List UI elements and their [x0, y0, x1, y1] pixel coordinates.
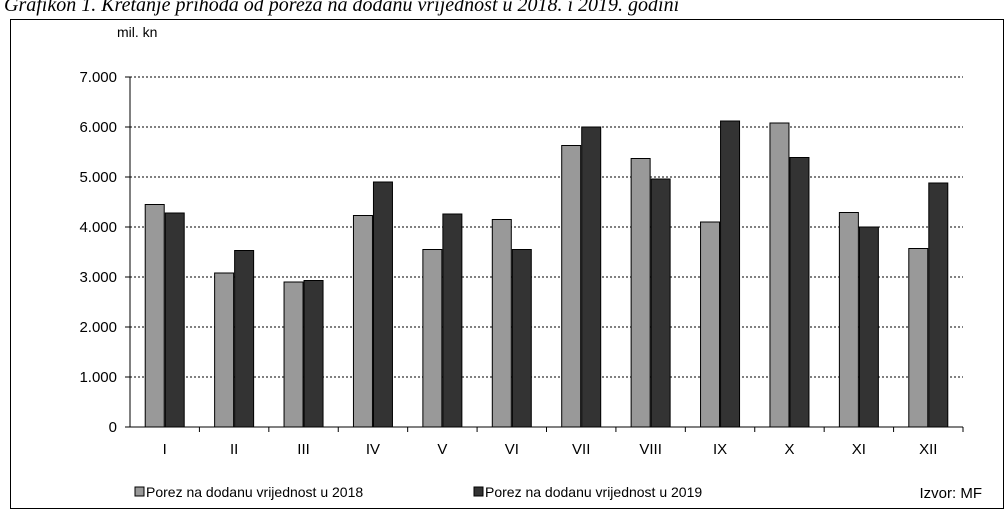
- bar-XII-2019: [928, 182, 949, 428]
- bar-VIII-2018: [630, 158, 651, 428]
- bar-V-2019: [442, 213, 463, 428]
- bar-VII-2019: [581, 126, 602, 428]
- y-tick-label: 5.000: [79, 169, 117, 186]
- y-tick-label: 3.000: [79, 269, 117, 286]
- legend-swatch-2019: [473, 486, 484, 497]
- y-tick-label: 1.000: [79, 369, 117, 386]
- bar-II-2018: [214, 272, 235, 428]
- x-tick-label: XI: [852, 441, 866, 458]
- bar-XI-2018: [838, 212, 859, 428]
- legend: Porez na dodanu vrijednost u 2018 Porez …: [134, 484, 702, 500]
- bar-IX-2018: [700, 221, 721, 428]
- bar-VII-2018: [561, 145, 582, 428]
- bar-IV-2018: [352, 215, 373, 428]
- bar-I-2019: [164, 212, 185, 428]
- bar-XI-2019: [858, 226, 879, 428]
- x-tick-label: V: [437, 441, 447, 458]
- x-tick-label: X: [784, 441, 794, 458]
- legend-label-2018: Porez na dodanu vrijednost u 2018: [146, 484, 363, 500]
- x-tick-label: VI: [505, 441, 519, 458]
- y-tick-label: 6.000: [79, 119, 117, 136]
- unit-label: mil. kn: [117, 24, 157, 40]
- bar-V-2018: [422, 249, 443, 428]
- bar-VI-2019: [511, 249, 532, 428]
- bar-VIII-2019: [650, 178, 671, 428]
- y-tick-label: 2.000: [79, 319, 117, 336]
- x-tick-labels: I II III IV V VI VII VIII IX X XI XII: [163, 427, 964, 458]
- axes: [129, 77, 963, 428]
- bar-X-2018: [769, 122, 790, 428]
- bar-VI-2018: [491, 219, 512, 428]
- legend-label-2019: Porez na dodanu vrijednost u 2019: [485, 484, 702, 500]
- x-tick-label: III: [297, 441, 310, 458]
- chart-frame: [10, 19, 1004, 509]
- bar-XII-2018: [908, 248, 929, 428]
- x-tick-label: IV: [366, 441, 380, 458]
- x-tick-label: XII: [919, 441, 937, 458]
- x-tick-label: VII: [572, 441, 590, 458]
- bar-IV-2019: [372, 181, 393, 428]
- figure-caption: Grafikon 1. Kretanje prihoda od poreza n…: [4, 0, 680, 16]
- legend-swatch-2018: [134, 486, 145, 497]
- bar-I-2018: [144, 204, 165, 428]
- source-label: Izvor: MF: [920, 485, 983, 502]
- y-tick-label: 0: [109, 419, 117, 436]
- bar-X-2019: [789, 157, 810, 428]
- x-tick-label: II: [230, 441, 238, 458]
- y-tick-labels: 0 1.000 2.000 3.000 4.000 5.000 6.000 7.000: [79, 69, 130, 436]
- gridlines: [130, 76, 963, 378]
- bar-III-2018: [283, 281, 304, 428]
- y-tick-label: 7.000: [79, 69, 117, 86]
- x-tick-label: I: [163, 441, 167, 458]
- x-tick-label: IX: [713, 441, 727, 458]
- bar-II-2019: [234, 250, 255, 428]
- x-tick-label: VIII: [639, 441, 662, 458]
- bar-III-2019: [303, 280, 324, 428]
- bar-IX-2019: [720, 120, 741, 428]
- y-tick-label: 4.000: [79, 219, 117, 236]
- bars: [144, 120, 949, 428]
